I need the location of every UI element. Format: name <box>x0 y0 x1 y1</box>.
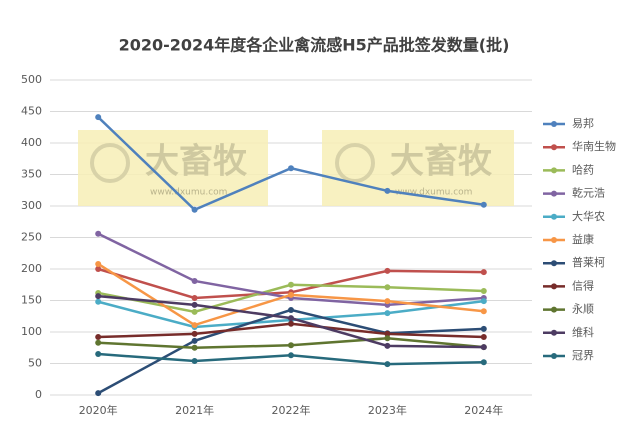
legend-marker <box>551 190 557 197</box>
y-tick-label: 200 <box>21 262 42 275</box>
legend-marker <box>551 260 557 267</box>
data-point <box>95 351 102 358</box>
legend-label: 冠界 <box>572 349 594 362</box>
watermark-url: www.dxumu.com <box>395 188 472 198</box>
data-point <box>288 342 294 349</box>
legend-marker <box>551 213 557 220</box>
data-point <box>95 293 102 300</box>
x-tick-label: 2023年 <box>368 403 407 417</box>
legend-marker <box>551 237 557 243</box>
data-point <box>384 298 391 305</box>
data-point <box>480 334 487 341</box>
legend-label: 普莱柯 <box>572 255 605 269</box>
data-point <box>384 187 391 194</box>
data-point <box>191 337 198 344</box>
data-point <box>191 344 198 351</box>
data-point <box>384 335 391 342</box>
data-point <box>288 291 294 298</box>
watermark-brand: 大畜牧 <box>390 142 493 182</box>
data-point <box>95 334 102 341</box>
watermark: 大畜牧 www.dxumu.com 大畜牧 www.dxumu.com <box>78 130 514 206</box>
watermark-url: www.dxumu.com <box>150 188 227 198</box>
data-point <box>95 114 102 121</box>
legend-label: 益康 <box>572 232 594 246</box>
data-point <box>288 165 294 172</box>
legend-marker <box>551 167 557 174</box>
legend-label: 乾元浩 <box>572 187 605 200</box>
data-point <box>191 277 198 284</box>
data-point <box>191 206 198 213</box>
data-point <box>288 315 294 322</box>
legend-marker <box>551 121 557 127</box>
data-point <box>480 269 487 276</box>
y-tick-label: 450 <box>21 105 42 118</box>
data-point <box>191 330 198 337</box>
x-tick-label: 2020年 <box>79 403 118 417</box>
y-tick-label: 50 <box>28 357 42 370</box>
data-point <box>95 266 102 272</box>
y-tick-label: 250 <box>21 231 42 244</box>
watermark-logo <box>90 143 130 183</box>
data-point <box>191 294 198 301</box>
data-point <box>288 281 294 288</box>
data-point <box>384 342 391 349</box>
legend-marker <box>551 329 557 336</box>
data-point <box>288 352 294 359</box>
data-point <box>95 339 102 346</box>
data-point <box>384 310 391 317</box>
data-point <box>191 301 198 308</box>
data-point <box>480 308 487 315</box>
legend-label: 信得 <box>572 279 594 292</box>
legend-label: 大华农 <box>572 209 605 223</box>
watermark-brand: 大畜牧 <box>145 142 248 182</box>
data-point <box>191 357 198 364</box>
legend-label: 维科 <box>572 325 594 339</box>
data-point <box>480 288 487 295</box>
data-point <box>384 330 391 337</box>
data-point <box>288 320 294 327</box>
legend-label: 哈药 <box>572 163 594 176</box>
data-point <box>480 325 487 332</box>
watermark-box <box>322 130 514 206</box>
chart-title: 2020-2024年度各企业禽流感H5产品批签发数量(批) <box>119 36 510 55</box>
data-point <box>480 298 487 305</box>
legend-label: 永顺 <box>572 302 594 316</box>
data-point <box>480 201 487 208</box>
watermark-box <box>78 130 268 206</box>
data-point <box>288 306 294 313</box>
y-tick-label: 400 <box>21 136 42 149</box>
legend-marker <box>551 306 557 313</box>
data-point <box>384 361 391 368</box>
legend-marker <box>551 144 557 151</box>
data-point <box>95 230 102 237</box>
data-point <box>95 298 102 305</box>
watermark-logo <box>335 143 375 183</box>
legend-marker <box>551 283 557 290</box>
data-point <box>480 359 487 366</box>
data-point <box>95 390 102 397</box>
legend-marker <box>551 353 557 359</box>
legend-label: 易邦 <box>572 117 594 130</box>
data-point <box>384 267 391 274</box>
y-tick-label: 350 <box>21 168 42 181</box>
y-tick-label: 150 <box>21 294 42 307</box>
x-tick-label: 2021年 <box>175 403 214 417</box>
y-tick-label: 500 <box>21 73 42 86</box>
data-point <box>384 284 391 291</box>
legend-label: 华南生物 <box>572 139 616 153</box>
data-point <box>480 344 487 351</box>
data-point <box>95 260 102 267</box>
data-point <box>191 308 198 315</box>
y-tick-label: 100 <box>21 325 42 338</box>
data-point <box>191 322 198 329</box>
x-tick-label: 2024年 <box>464 403 503 417</box>
y-tick-label: 300 <box>21 199 42 212</box>
y-tick-label: 0 <box>35 388 42 401</box>
x-tick-label: 2022年 <box>272 403 311 417</box>
